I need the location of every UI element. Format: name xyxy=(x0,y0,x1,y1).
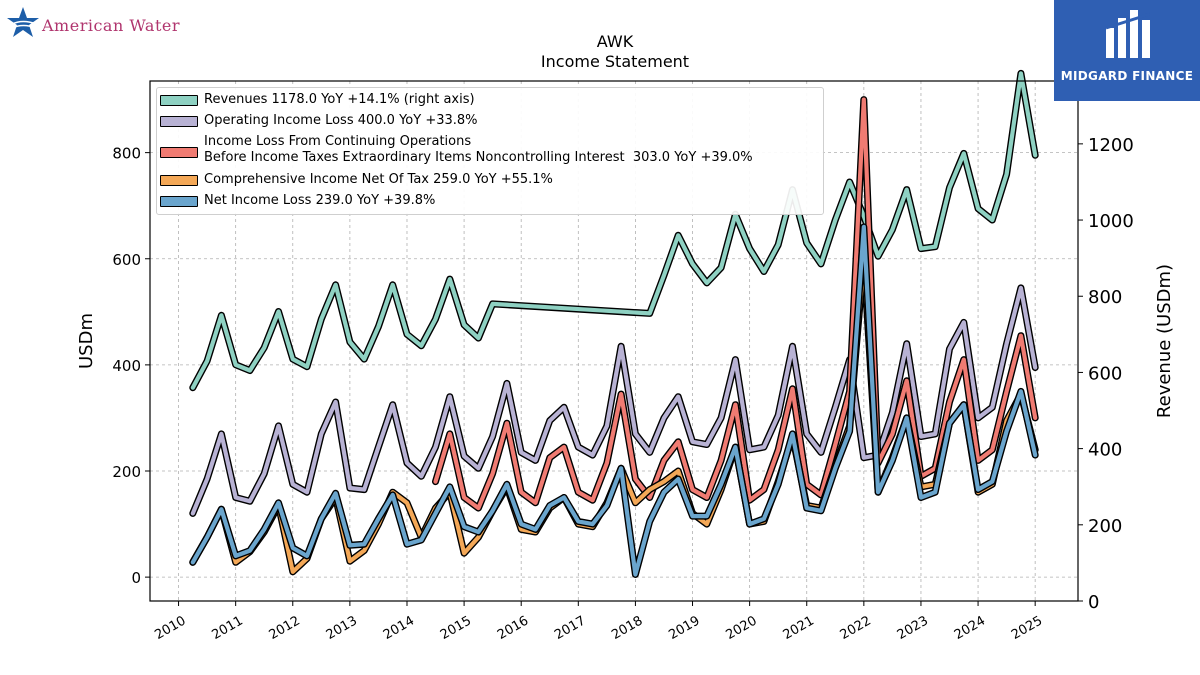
y-axis-label: USDm xyxy=(76,313,97,369)
legend-swatch-operating-income xyxy=(160,116,198,127)
x-tick-label: 2020 xyxy=(723,613,759,643)
y-tick-label: 600 xyxy=(112,251,141,269)
x-tick-label: 2018 xyxy=(609,613,645,643)
american-water-logo: American Water xyxy=(6,6,206,42)
right-axis: 0 200 400 600 800 1000 1200 xyxy=(1078,135,1134,613)
y-right-tick-label: 800 xyxy=(1088,287,1122,308)
y-right-tick-label: 1000 xyxy=(1088,211,1134,232)
x-tick-label: 2014 xyxy=(381,613,417,643)
star-icon xyxy=(7,7,39,37)
x-tick-label: 2023 xyxy=(895,613,931,643)
x-tick-label: 2016 xyxy=(495,613,531,643)
brand-left-text: American Water xyxy=(42,16,180,35)
midgard-logo-icon xyxy=(1105,10,1151,58)
legend-swatch-net-income xyxy=(160,196,198,207)
series-line xyxy=(190,224,1038,577)
legend-label-income-before-taxes: Income Loss From Continuing Operations B… xyxy=(204,134,753,165)
x-tick-label: 2025 xyxy=(1009,613,1045,643)
y-right-tick-label: 600 xyxy=(1088,363,1122,384)
y-tick-label: 200 xyxy=(112,463,141,481)
y-right-tick-label: 0 xyxy=(1088,592,1099,613)
x-tick-label: 2024 xyxy=(952,613,988,643)
legend-swatch-income-before-taxes xyxy=(160,147,198,158)
series-layer xyxy=(189,69,1039,578)
legend: Revenues 1178.0 YoY +14.1% (right axis) … xyxy=(156,87,824,215)
y-axis-label-right: Revenue (USDm) xyxy=(1154,264,1175,418)
x-tick-label: 2011 xyxy=(210,613,246,643)
x-tick-label: 2015 xyxy=(438,613,474,643)
series-revenues xyxy=(189,69,1039,392)
x-tick-label: 2022 xyxy=(838,613,874,643)
legend-label-net-income: Net Income Loss 239.0 YoY +39.8% xyxy=(204,193,436,208)
legend-swatch-revenues xyxy=(160,95,198,106)
legend-label-revenues: Revenues 1178.0 YoY +14.1% (right axis) xyxy=(204,92,475,107)
plot-frame xyxy=(149,80,1079,602)
y-right-tick-label: 200 xyxy=(1088,516,1122,537)
series-operating-income-loss xyxy=(189,284,1039,517)
midgard-finance-logo: MIDGARD FINANCE xyxy=(1054,0,1200,101)
x-axis: 2010 2011 2012 2013 2014 2015 2016 2017 2018 2019… xyxy=(152,601,1045,643)
series-net-income-loss xyxy=(189,223,1039,578)
series-income-loss-from-continuing-operations-before-income-taxes-extraordinary-items-noncontrolling-interest xyxy=(432,96,1039,512)
x-tick-label: 2021 xyxy=(781,613,817,643)
series-line xyxy=(190,285,1038,516)
left-axis: 0 200 400 600 800 xyxy=(112,145,150,587)
series-line xyxy=(190,71,1038,390)
x-tick-label: 2017 xyxy=(552,613,588,643)
y-right-tick-label: 1200 xyxy=(1088,135,1134,156)
y-tick-label: 800 xyxy=(112,145,141,163)
y-right-tick-label: 400 xyxy=(1088,440,1122,461)
x-tick-label: 2019 xyxy=(666,613,702,643)
y-tick-label: 0 xyxy=(131,569,141,587)
chart-subtitle: Income Statement xyxy=(540,52,690,71)
legend-label-operating-income: Operating Income Loss 400.0 YoY +33.8% xyxy=(204,113,478,128)
brand-right-text: MIDGARD FINANCE xyxy=(1060,69,1194,83)
y-tick-label: 400 xyxy=(112,357,141,375)
x-tick-label: 2012 xyxy=(267,613,303,643)
legend-swatch-comprehensive-income xyxy=(160,175,198,186)
x-tick-label: 2013 xyxy=(324,613,360,643)
series-line xyxy=(433,97,1038,511)
legend-label-comprehensive-income: Comprehensive Income Net Of Tax 259.0 Yo… xyxy=(204,172,553,187)
x-tick-label: 2010 xyxy=(152,613,188,643)
chart-title: AWK xyxy=(596,32,634,51)
